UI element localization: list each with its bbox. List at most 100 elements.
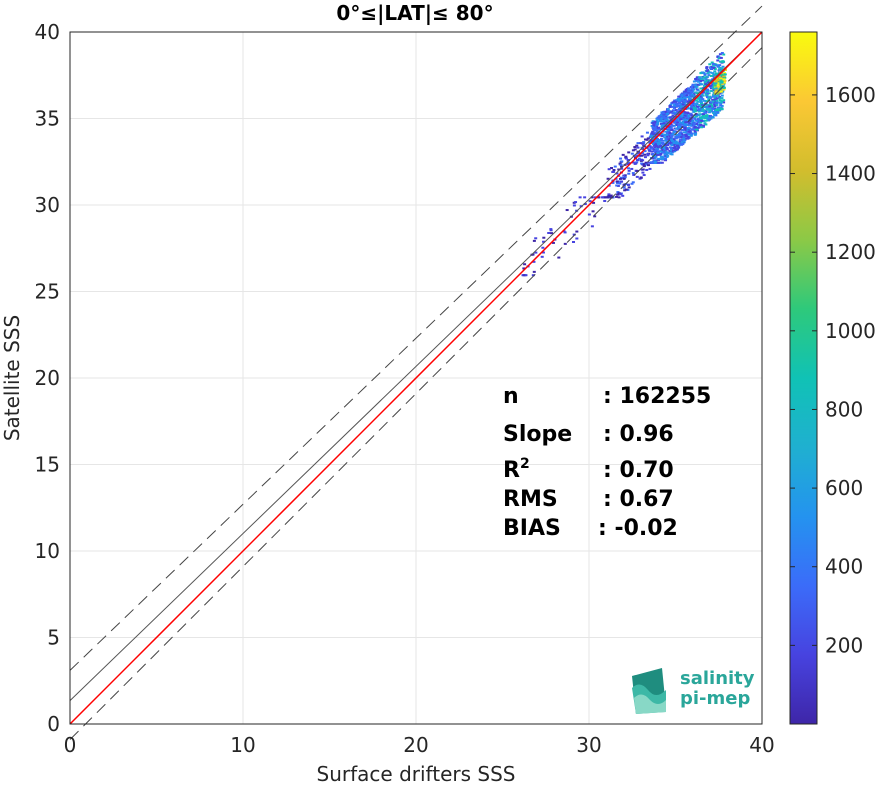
density-point: [701, 114, 705, 117]
density-point: [685, 116, 689, 119]
density-point: [655, 130, 659, 133]
density-point: [714, 87, 718, 90]
density-point: [707, 111, 711, 114]
density-point: [659, 113, 663, 116]
density-point: [654, 123, 658, 126]
density-point: [695, 119, 699, 122]
density-point: [665, 135, 669, 138]
density-point: [687, 130, 691, 133]
density-point: [715, 102, 719, 105]
density-point: [622, 174, 626, 177]
density-point: [680, 141, 684, 144]
density-point: [718, 76, 722, 79]
density-point: [669, 149, 673, 152]
density-point: [660, 133, 664, 136]
density-point: [680, 107, 684, 110]
density-point: [719, 107, 723, 110]
density-point: [677, 122, 681, 125]
density-point: [699, 80, 703, 83]
density-point: [719, 80, 723, 83]
density-point: [636, 142, 640, 145]
lower-bound-line: [69, 47, 763, 740]
density-point: [705, 96, 709, 99]
density-point: [721, 65, 725, 68]
density-point: [659, 137, 663, 140]
density-point: [694, 113, 698, 116]
density-point: [651, 120, 655, 123]
density-point: [653, 146, 657, 149]
density-point: [699, 121, 703, 124]
density-point: [694, 86, 698, 89]
density-point: [633, 146, 637, 149]
density-point: [653, 139, 657, 142]
density-point: [696, 106, 700, 109]
density-point: [670, 139, 674, 142]
density-point: [700, 78, 704, 81]
density-point: [694, 78, 698, 81]
density-point: [702, 124, 706, 127]
density-point: [699, 117, 703, 120]
density-point: [671, 133, 675, 136]
colorbar-tick-label: 1000: [825, 319, 876, 343]
density-point: [630, 167, 634, 170]
density-point: [677, 136, 681, 139]
density-point: [713, 101, 717, 104]
density-point: [562, 230, 566, 233]
density-point: [686, 135, 690, 138]
density-point: [712, 89, 716, 92]
density-point: [688, 120, 692, 123]
density-point: [700, 110, 704, 113]
density-point: [713, 96, 717, 99]
density-point: [654, 143, 658, 146]
density-point: [660, 125, 664, 128]
stat-label: RMS: [503, 487, 558, 512]
density-point: [690, 86, 694, 89]
density-point: [691, 106, 695, 109]
density-point: [683, 137, 687, 140]
density-point: [677, 135, 681, 138]
density-point: [572, 233, 576, 236]
density-point: [523, 263, 527, 266]
density-point: [672, 100, 676, 103]
density-point: [713, 107, 717, 110]
density-point: [666, 131, 670, 134]
density-point: [687, 127, 691, 130]
density-point: [710, 65, 714, 68]
x-tick-label: 0: [64, 733, 77, 757]
density-point: [633, 162, 637, 165]
density-point: [684, 92, 688, 95]
density-point: [680, 136, 684, 139]
density-point: [639, 142, 643, 145]
density-point: [691, 83, 695, 86]
density-point: [627, 183, 631, 186]
density-point: [713, 98, 717, 101]
density-point: [593, 215, 597, 218]
density-point: [665, 113, 669, 116]
density-point: [592, 201, 596, 204]
density-point: [713, 105, 717, 108]
density-point: [607, 168, 611, 171]
density-point: [647, 161, 651, 164]
density-point: [691, 109, 695, 112]
density-point: [721, 82, 725, 85]
density-point: [668, 149, 672, 152]
density-point: [716, 82, 720, 85]
density-point: [713, 102, 717, 105]
density-point: [682, 140, 686, 143]
density-point: [648, 167, 652, 170]
density-point: [615, 180, 619, 183]
colorbar-gradient: [789, 31, 818, 725]
density-point: [684, 133, 688, 136]
density-point: [683, 103, 687, 106]
density-point: [703, 89, 707, 92]
density-point: [627, 186, 631, 189]
density-point: [674, 120, 678, 123]
density-point: [694, 99, 698, 102]
density-point: [658, 141, 662, 144]
density-point: [720, 97, 724, 100]
density-point: [691, 120, 695, 123]
density-point: [714, 82, 718, 85]
density-point: [698, 108, 702, 111]
density-point: [620, 165, 624, 168]
density-point: [681, 97, 685, 100]
